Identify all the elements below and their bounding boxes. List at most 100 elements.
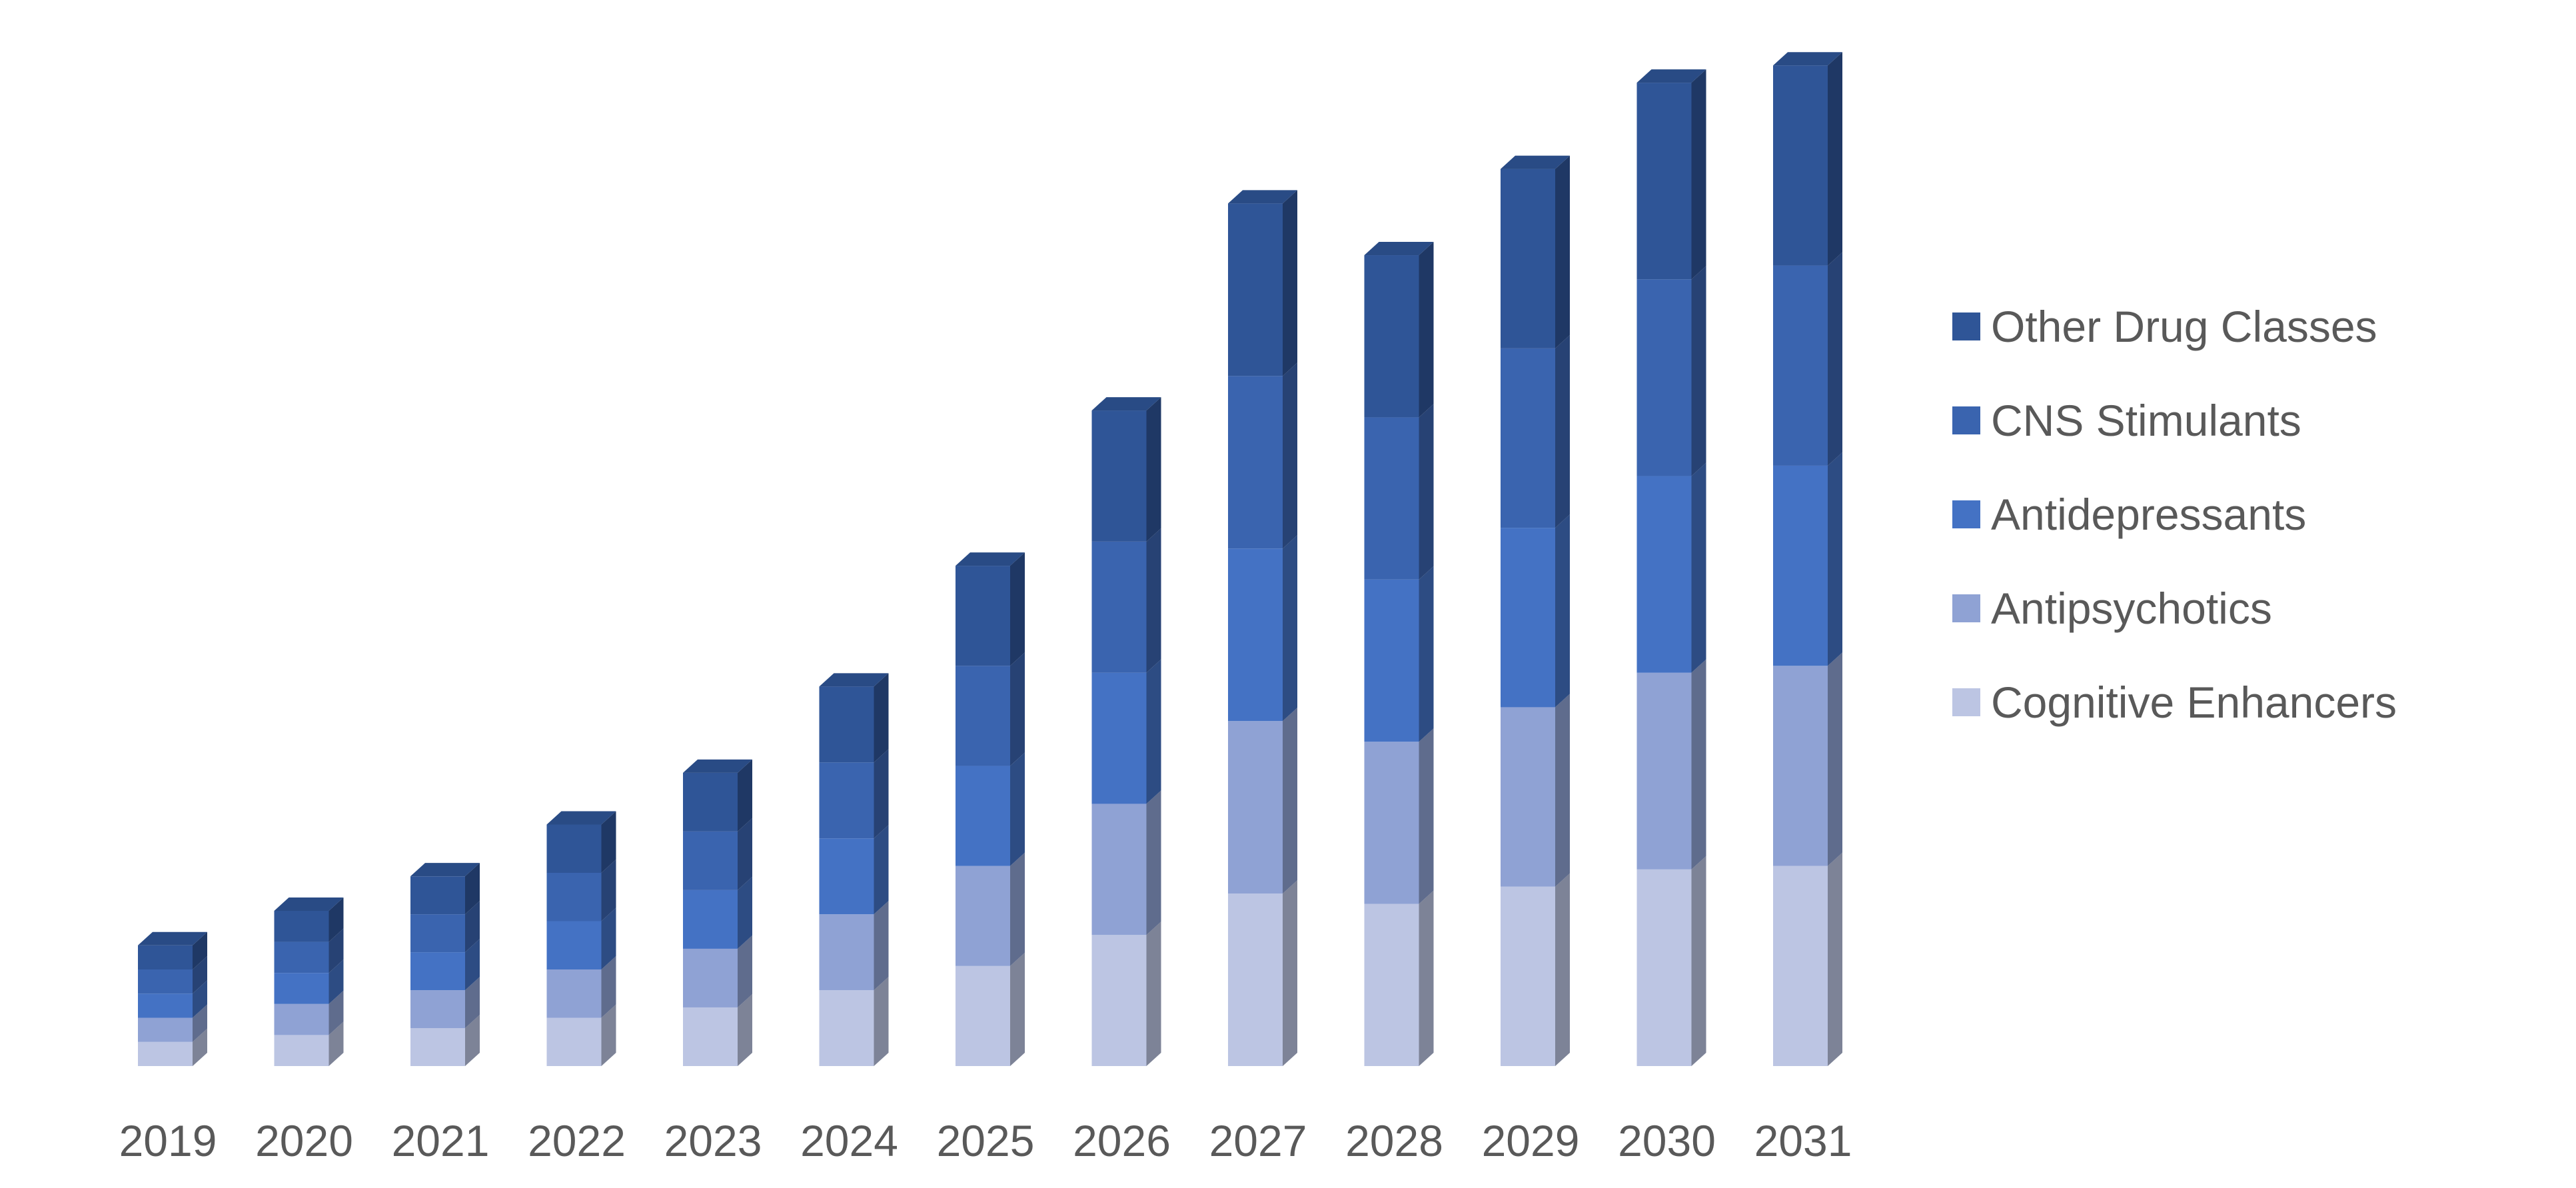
legend-item-antipsychotics: Antipsychotics	[1952, 584, 2272, 633]
bar-side-2023-1	[738, 935, 752, 1007]
bar-segment-2027-antidepressants	[1228, 548, 1283, 722]
bar-side-2021-4	[465, 863, 480, 915]
bar-segment-2028-cns-stimulants	[1364, 417, 1419, 580]
bar-segment-2027-other-drug-classes	[1228, 203, 1283, 376]
bar-top-2028	[1364, 242, 1434, 256]
bar-segment-2021-antipsychotics	[410, 990, 465, 1029]
bar-column-2026	[1091, 397, 1161, 1066]
bar-segment-2027-antipsychotics	[1228, 721, 1283, 894]
legend-item-antidepressants: Antidepressants	[1952, 490, 2306, 539]
bar-segment-2029-cognitive-enhancers	[1501, 886, 1555, 1066]
bar-side-2019-1	[193, 1004, 207, 1042]
bar-segment-2022-cns-stimulants	[546, 873, 602, 921]
bar-side-2024-4	[874, 673, 889, 763]
bar-side-2028-1	[1419, 728, 1434, 904]
bar-side-2030-4	[1691, 69, 1706, 280]
bar-side-2024-2	[874, 825, 889, 915]
legend-label: Antipsychotics	[1991, 584, 2272, 633]
bar-column-2021	[410, 863, 480, 1066]
bar-segment-2019-antidepressants	[138, 993, 193, 1018]
bar-segment-2023-cognitive-enhancers	[683, 1007, 738, 1066]
legend-item-cognitive-enhancers: Cognitive Enhancers	[1952, 678, 2397, 727]
bar-segment-2025-antipsychotics	[956, 866, 1010, 966]
bar-segment-2026-other-drug-classes	[1091, 410, 1147, 542]
x-tick-label-2031: 2031	[1754, 1116, 1852, 1165]
legend-swatch	[1952, 312, 1980, 340]
bar-side-2021-3	[465, 901, 480, 953]
bar-side-2025-3	[1010, 652, 1025, 766]
bar-side-2019-3	[193, 956, 207, 994]
bar-segment-2030-cognitive-enhancers	[1636, 869, 1692, 1066]
bar-side-2020-0	[328, 1021, 344, 1066]
bar-side-2031-4	[1828, 52, 1842, 266]
bar-side-2026-3	[1146, 528, 1161, 673]
bar-segment-2027-cns-stimulants	[1228, 376, 1283, 549]
bar-side-2021-0	[465, 1015, 480, 1066]
x-tick-label-2026: 2026	[1073, 1116, 1171, 1165]
bar-side-2022-4	[601, 811, 616, 873]
bar-side-2027-4	[1283, 190, 1297, 376]
bar-side-2028-2	[1419, 566, 1434, 742]
bar-segment-2022-cognitive-enhancers	[546, 1017, 602, 1066]
bar-side-2022-3	[601, 860, 616, 921]
bar-top-2022	[546, 811, 616, 825]
x-tick-label-2019: 2019	[119, 1116, 217, 1165]
bar-column-2030	[1636, 69, 1706, 1066]
x-axis-ticks: 2019 2020 2021 2022 2023 2024 2025 2026 2027 2028…	[119, 1116, 1852, 1165]
bar-side-2022-1	[601, 956, 616, 1018]
bar-segment-2020-other-drug-classes	[274, 910, 329, 942]
bar-segment-2026-antipsychotics	[1091, 804, 1147, 935]
bar-side-2019-4	[193, 931, 207, 969]
bar-side-2029-0	[1555, 873, 1570, 1066]
x-tick-label-2024: 2024	[800, 1116, 898, 1165]
bar-segment-2031-cognitive-enhancers	[1773, 866, 1828, 1066]
bar-segment-2030-other-drug-classes	[1636, 83, 1692, 280]
bar-segment-2019-cns-stimulants	[138, 969, 193, 994]
bar-side-2028-0	[1419, 890, 1434, 1066]
bar-segment-2025-antidepressants	[956, 766, 1010, 866]
bar-segment-2019-cognitive-enhancers	[138, 1041, 193, 1066]
bar-side-2030-3	[1691, 266, 1706, 476]
bar-segment-2019-antipsychotics	[138, 1017, 193, 1042]
bar-segment-2027-cognitive-enhancers	[1228, 893, 1283, 1066]
bar-side-2019-2	[193, 980, 207, 1018]
bar-side-2031-2	[1828, 452, 1842, 666]
bar-side-2020-1	[328, 990, 344, 1035]
bar-side-2019-0	[193, 1028, 207, 1066]
bar-column-2025	[956, 552, 1025, 1066]
bar-side-2024-3	[874, 749, 889, 839]
bar-column-2024	[819, 673, 889, 1066]
bar-segment-2020-cns-stimulants	[274, 941, 329, 973]
bar-top-2024	[819, 673, 889, 687]
bar-segment-2025-cns-stimulants	[956, 666, 1010, 766]
bar-top-2019	[138, 931, 207, 945]
bar-column-2022	[546, 811, 616, 1066]
bar-segment-2029-other-drug-classes	[1501, 169, 1555, 348]
bar-top-2031	[1773, 52, 1842, 66]
bar-segment-2021-cognitive-enhancers	[410, 1028, 465, 1066]
bar-segment-2031-other-drug-classes	[1773, 65, 1828, 266]
bar-segment-2021-antidepressants	[410, 952, 465, 991]
bar-side-2028-4	[1419, 242, 1434, 418]
bar-segment-2022-other-drug-classes	[546, 824, 602, 873]
bar-segment-2022-antidepressants	[546, 921, 602, 969]
bar-segment-2029-antipsychotics	[1501, 707, 1555, 887]
bar-segment-2026-cognitive-enhancers	[1091, 935, 1147, 1066]
bar-side-2026-4	[1146, 397, 1161, 542]
bar-column-2031	[1773, 52, 1842, 1066]
bar-side-2024-0	[874, 977, 889, 1066]
bar-side-2026-2	[1146, 659, 1161, 804]
bar-side-2021-2	[465, 939, 480, 991]
bar-side-2020-3	[328, 928, 344, 973]
bar-segment-2025-other-drug-classes	[956, 566, 1010, 666]
bar-side-2025-4	[1010, 552, 1025, 666]
bar-side-2029-4	[1555, 155, 1570, 348]
bar-segment-2030-cns-stimulants	[1636, 279, 1692, 476]
x-tick-label-2030: 2030	[1618, 1116, 1716, 1165]
bar-segment-2026-antidepressants	[1091, 672, 1147, 804]
bar-top-2021	[410, 863, 480, 877]
legend-item-cns-stimulants: CNS Stimulants	[1952, 396, 2301, 445]
bar-segment-2028-cognitive-enhancers	[1364, 903, 1419, 1066]
bar-segment-2024-cns-stimulants	[819, 762, 874, 839]
bar-top-2029	[1501, 155, 1570, 169]
